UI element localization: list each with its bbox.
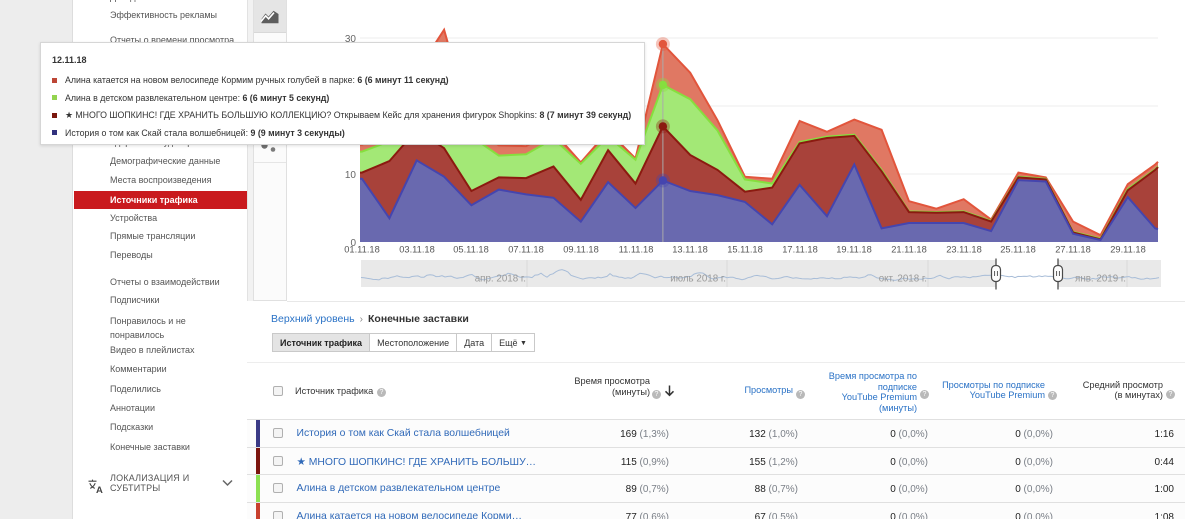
svg-text:23.11.18: 23.11.18: [946, 245, 982, 255]
svg-text:19.11.18: 19.11.18: [836, 245, 872, 255]
svg-text:окт. 2018 г.: окт. 2018 г.: [879, 274, 927, 285]
svg-text:A: A: [96, 485, 103, 494]
svg-text:07.11.18: 07.11.18: [508, 245, 544, 255]
svg-text:01.11.18: 01.11.18: [344, 245, 380, 255]
svg-text:17.11.18: 17.11.18: [782, 245, 818, 255]
svg-text:0: 0: [350, 238, 356, 249]
svg-text:15.11.18: 15.11.18: [727, 245, 763, 255]
svg-text:апр. 2018 г.: апр. 2018 г.: [475, 274, 526, 285]
svg-text:10: 10: [345, 170, 357, 181]
svg-text:25.11.18: 25.11.18: [1000, 245, 1036, 255]
svg-text:13.11.18: 13.11.18: [672, 245, 708, 255]
svg-text:29.11.18: 29.11.18: [1110, 245, 1146, 255]
svg-text:03.11.18: 03.11.18: [399, 245, 435, 255]
svg-text:05.11.18: 05.11.18: [453, 245, 489, 255]
svg-text:янв. 2019 г.: янв. 2019 г.: [1075, 274, 1126, 285]
svg-text:27.11.18: 27.11.18: [1055, 245, 1091, 255]
svg-text:09.11.18: 09.11.18: [563, 245, 599, 255]
svg-text:21.11.18: 21.11.18: [891, 245, 927, 255]
svg-text:июль 2018 г.: июль 2018 г.: [670, 274, 726, 285]
svg-text:11.11.18: 11.11.18: [619, 245, 654, 255]
